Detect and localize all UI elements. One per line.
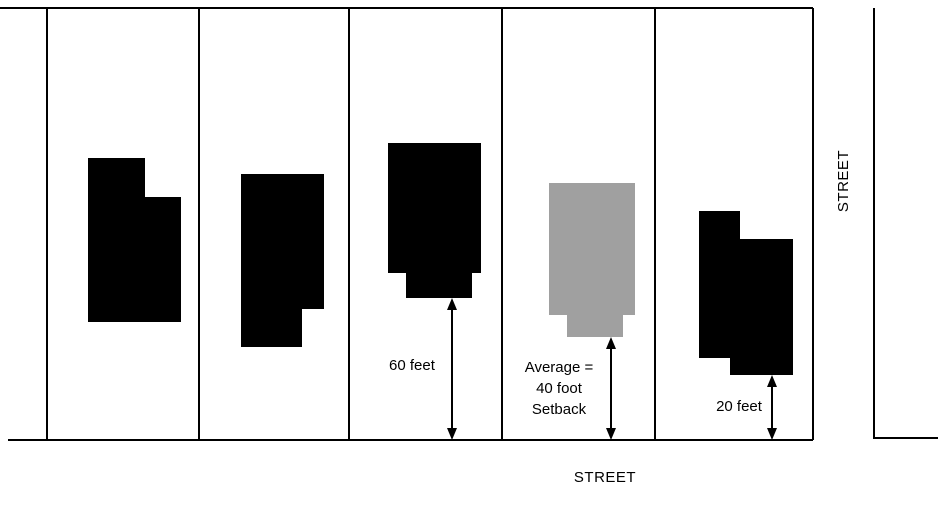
dimension-arrows: [447, 298, 777, 440]
buildings: [88, 143, 793, 375]
street-label-bottom: STREET: [574, 469, 636, 486]
setback-arrow-60: [447, 298, 457, 440]
street-label-right: STREET: [835, 150, 852, 212]
corner-lot-edge: [873, 8, 938, 439]
building-5: [699, 211, 793, 375]
label-average-line2: 40 foot: [536, 380, 583, 397]
label-average-line3: Setback: [532, 401, 587, 418]
label-20-feet: 20 feet: [716, 398, 763, 415]
label-average-line1: Average =: [525, 359, 594, 376]
building-1: [88, 158, 181, 322]
building-average: [549, 183, 635, 337]
building-2: [241, 174, 324, 347]
label-60-feet: 60 feet: [389, 357, 436, 374]
building-3: [388, 143, 481, 298]
setback-arrow-20: [767, 375, 777, 440]
lot-lines: [0, 7, 938, 441]
setback-arrow-40: [606, 337, 616, 440]
